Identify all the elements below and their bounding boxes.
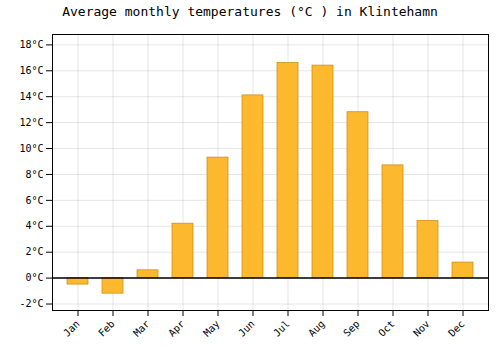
svg-text:-2°C: -2°C [19,298,43,309]
svg-text:12°C: 12°C [19,117,43,128]
svg-text:Jan: Jan [61,318,82,339]
svg-text:Apr: Apr [166,318,187,339]
svg-text:Oct: Oct [376,318,397,339]
svg-text:2°C: 2°C [25,246,43,257]
svg-text:Sep: Sep [341,318,362,339]
svg-text:Aug: Aug [306,318,327,339]
svg-text:Dec: Dec [446,318,467,339]
svg-text:0°C: 0°C [25,272,43,283]
svg-text:4°C: 4°C [25,220,43,231]
svg-text:Mar: Mar [131,318,152,339]
svg-text:18°C: 18°C [19,39,43,50]
svg-text:6°C: 6°C [25,195,43,206]
svg-text:8°C: 8°C [25,169,43,180]
svg-text:Jul: Jul [271,318,292,339]
svg-text:Feb: Feb [96,318,117,339]
svg-text:Jun: Jun [236,318,257,339]
svg-text:Nov: Nov [411,318,432,339]
svg-text:May: May [201,318,222,339]
html-text:Average monthly temperatures (: Average monthly temperatures (°C ) in Kl… [62,4,438,19]
svg-text:16°C: 16°C [19,65,43,76]
svg-text:10°C: 10°C [19,143,43,154]
svg-text:14°C: 14°C [19,91,43,102]
